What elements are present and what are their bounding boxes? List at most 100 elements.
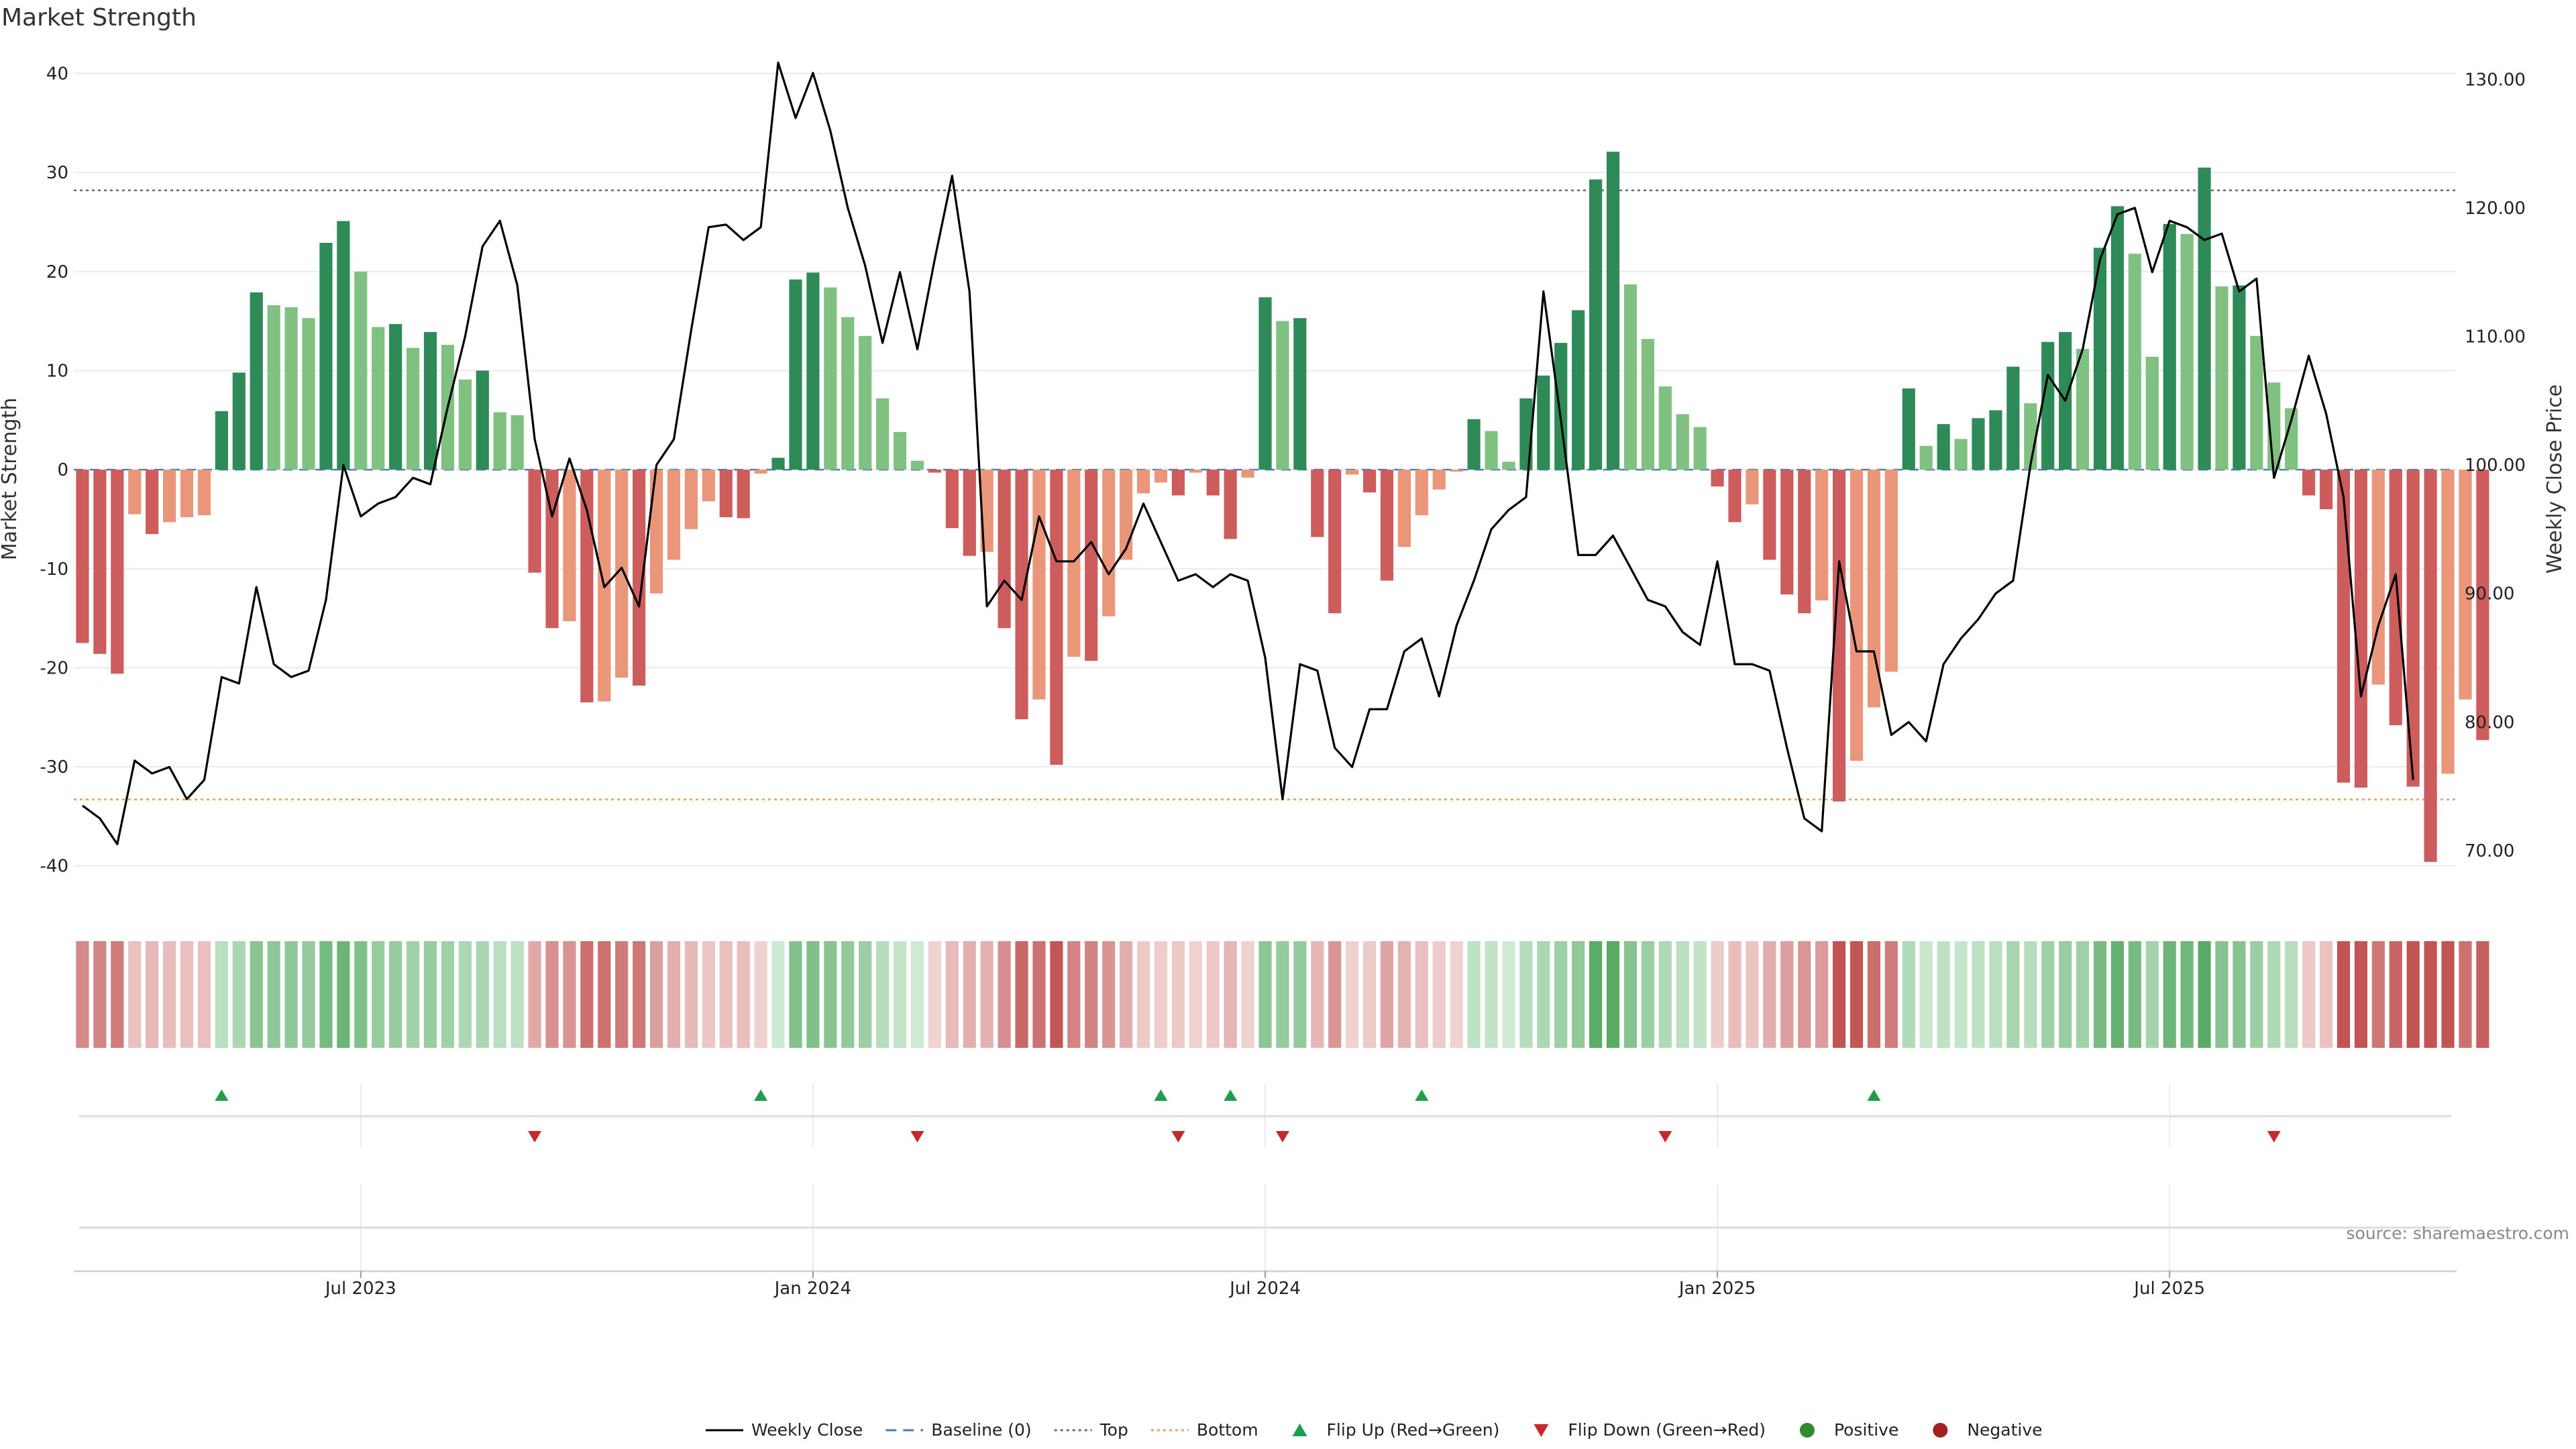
strength-bar [806,272,820,470]
y2-tick-label: 130.00 [2465,70,2526,90]
heat-cell [719,941,733,1048]
heat-cell [441,941,455,1048]
legend-swatch-circle [1799,1423,1815,1438]
flip-down-marker [2267,1131,2281,1142]
legend-swatch-triangle-up [1292,1424,1307,1436]
heat-cell [2267,941,2281,1048]
strength-bar [1276,321,1289,470]
heat-cell [1589,941,1603,1048]
heat-cell [337,941,350,1048]
strength-bar [2319,470,2333,510]
y-tick-label: 40 [46,64,68,85]
heat-cell [1658,941,1672,1048]
strength-bar [1623,284,1638,470]
strength-bar [876,398,890,470]
strength-bar [476,370,489,470]
heat-cell [1728,941,1741,1048]
heat-cell [1206,941,1220,1048]
strength-bar [2371,470,2385,685]
y-tick-label: 30 [46,163,68,183]
heat-cell [372,941,385,1048]
heat-cell [389,941,402,1048]
heat-cell [2354,941,2367,1048]
heat-cell [232,941,246,1048]
x-tick-label: Jan 2024 [773,1279,852,1299]
heat-cell [1884,941,1898,1048]
heat-cell [302,941,315,1048]
flip-down-marker [1658,1131,1672,1142]
strength-bar [702,470,715,502]
y-axis-label: Market Strength [0,398,21,560]
y2-tick-label: 90.00 [2465,584,2514,604]
heat-cell [267,941,280,1048]
heat-cell [1015,941,1028,1048]
strength-bar [180,470,194,517]
y-tick-label: 0 [57,460,68,480]
heat-cell [1902,941,1915,1048]
strength-bar [2285,408,2298,470]
strength-bar [841,317,855,470]
heat-cell [633,941,646,1048]
heat-cell [667,941,681,1048]
legend-item: Bottom [1150,1420,1258,1440]
flip-down-marker [1275,1131,1289,1142]
heat-cell [1693,941,1707,1048]
strength-bar [1241,470,1254,478]
heat-cell [1780,941,1794,1048]
strength-bar [302,318,315,470]
flip-up-marker [1415,1089,1429,1101]
heat-cell [1136,941,1150,1048]
legend-item: Weekly Close [706,1420,863,1440]
weekly-close-line [82,61,2414,846]
heat-cell [2059,941,2072,1048]
y2-tick-label: 80.00 [2465,712,2514,733]
flip-up-marker [215,1089,229,1101]
heat-cell [76,941,89,1048]
heat-cell [2006,941,2020,1048]
strength-bar [928,470,941,473]
strength-bar [1346,470,1359,475]
legend-label: Positive [1834,1420,1898,1440]
strength-bar [737,470,750,519]
strength-bar [1067,470,1081,657]
strength-bar [2459,470,2472,700]
heat-cell [598,941,611,1048]
weekly-close-polyline [82,61,2414,846]
strength-bar [2198,167,2211,470]
strength-bar [111,470,124,674]
strength-bar [1954,439,1968,470]
strength-bar [2233,285,2246,470]
heat-cell [1849,941,1864,1048]
strength-bar [1102,470,1116,616]
strength-bar [2041,341,2055,470]
heat-cell [93,941,107,1048]
strength-bar [423,331,437,470]
y-tick-label: 10 [46,361,68,381]
strength-bar [667,470,681,560]
legend-item: Baseline (0) [885,1420,1032,1440]
heat-cell [511,941,524,1048]
strength-bar [528,470,541,573]
strength-bar [2302,470,2316,496]
heat-cell [2285,941,2298,1048]
strength-bar [1780,470,1794,595]
heat-cell [319,941,333,1048]
legend-item: Flip Up (Red→Green) [1292,1420,1499,1440]
heat-cell [1119,941,1133,1048]
strength-bar [1258,297,1272,470]
heat-cell [1519,941,1533,1048]
chart-title: Market Strength [1,4,197,32]
strength-bar [76,470,89,643]
strength-bar [1502,462,1515,470]
strength-bar [1676,414,1689,470]
strength-bar [1989,410,2002,470]
heat-cell [563,941,576,1048]
y2-axis-label: Weekly Close Price [2543,384,2567,574]
strength-heat-strip [76,941,2489,1048]
strength-bar [1832,470,1846,802]
strength-bar [1606,152,1620,470]
strength-bar [1467,419,1481,470]
heat-cell [2337,941,2351,1048]
legend-item: Positive [1799,1420,1898,1440]
strength-bar [1085,470,1098,661]
